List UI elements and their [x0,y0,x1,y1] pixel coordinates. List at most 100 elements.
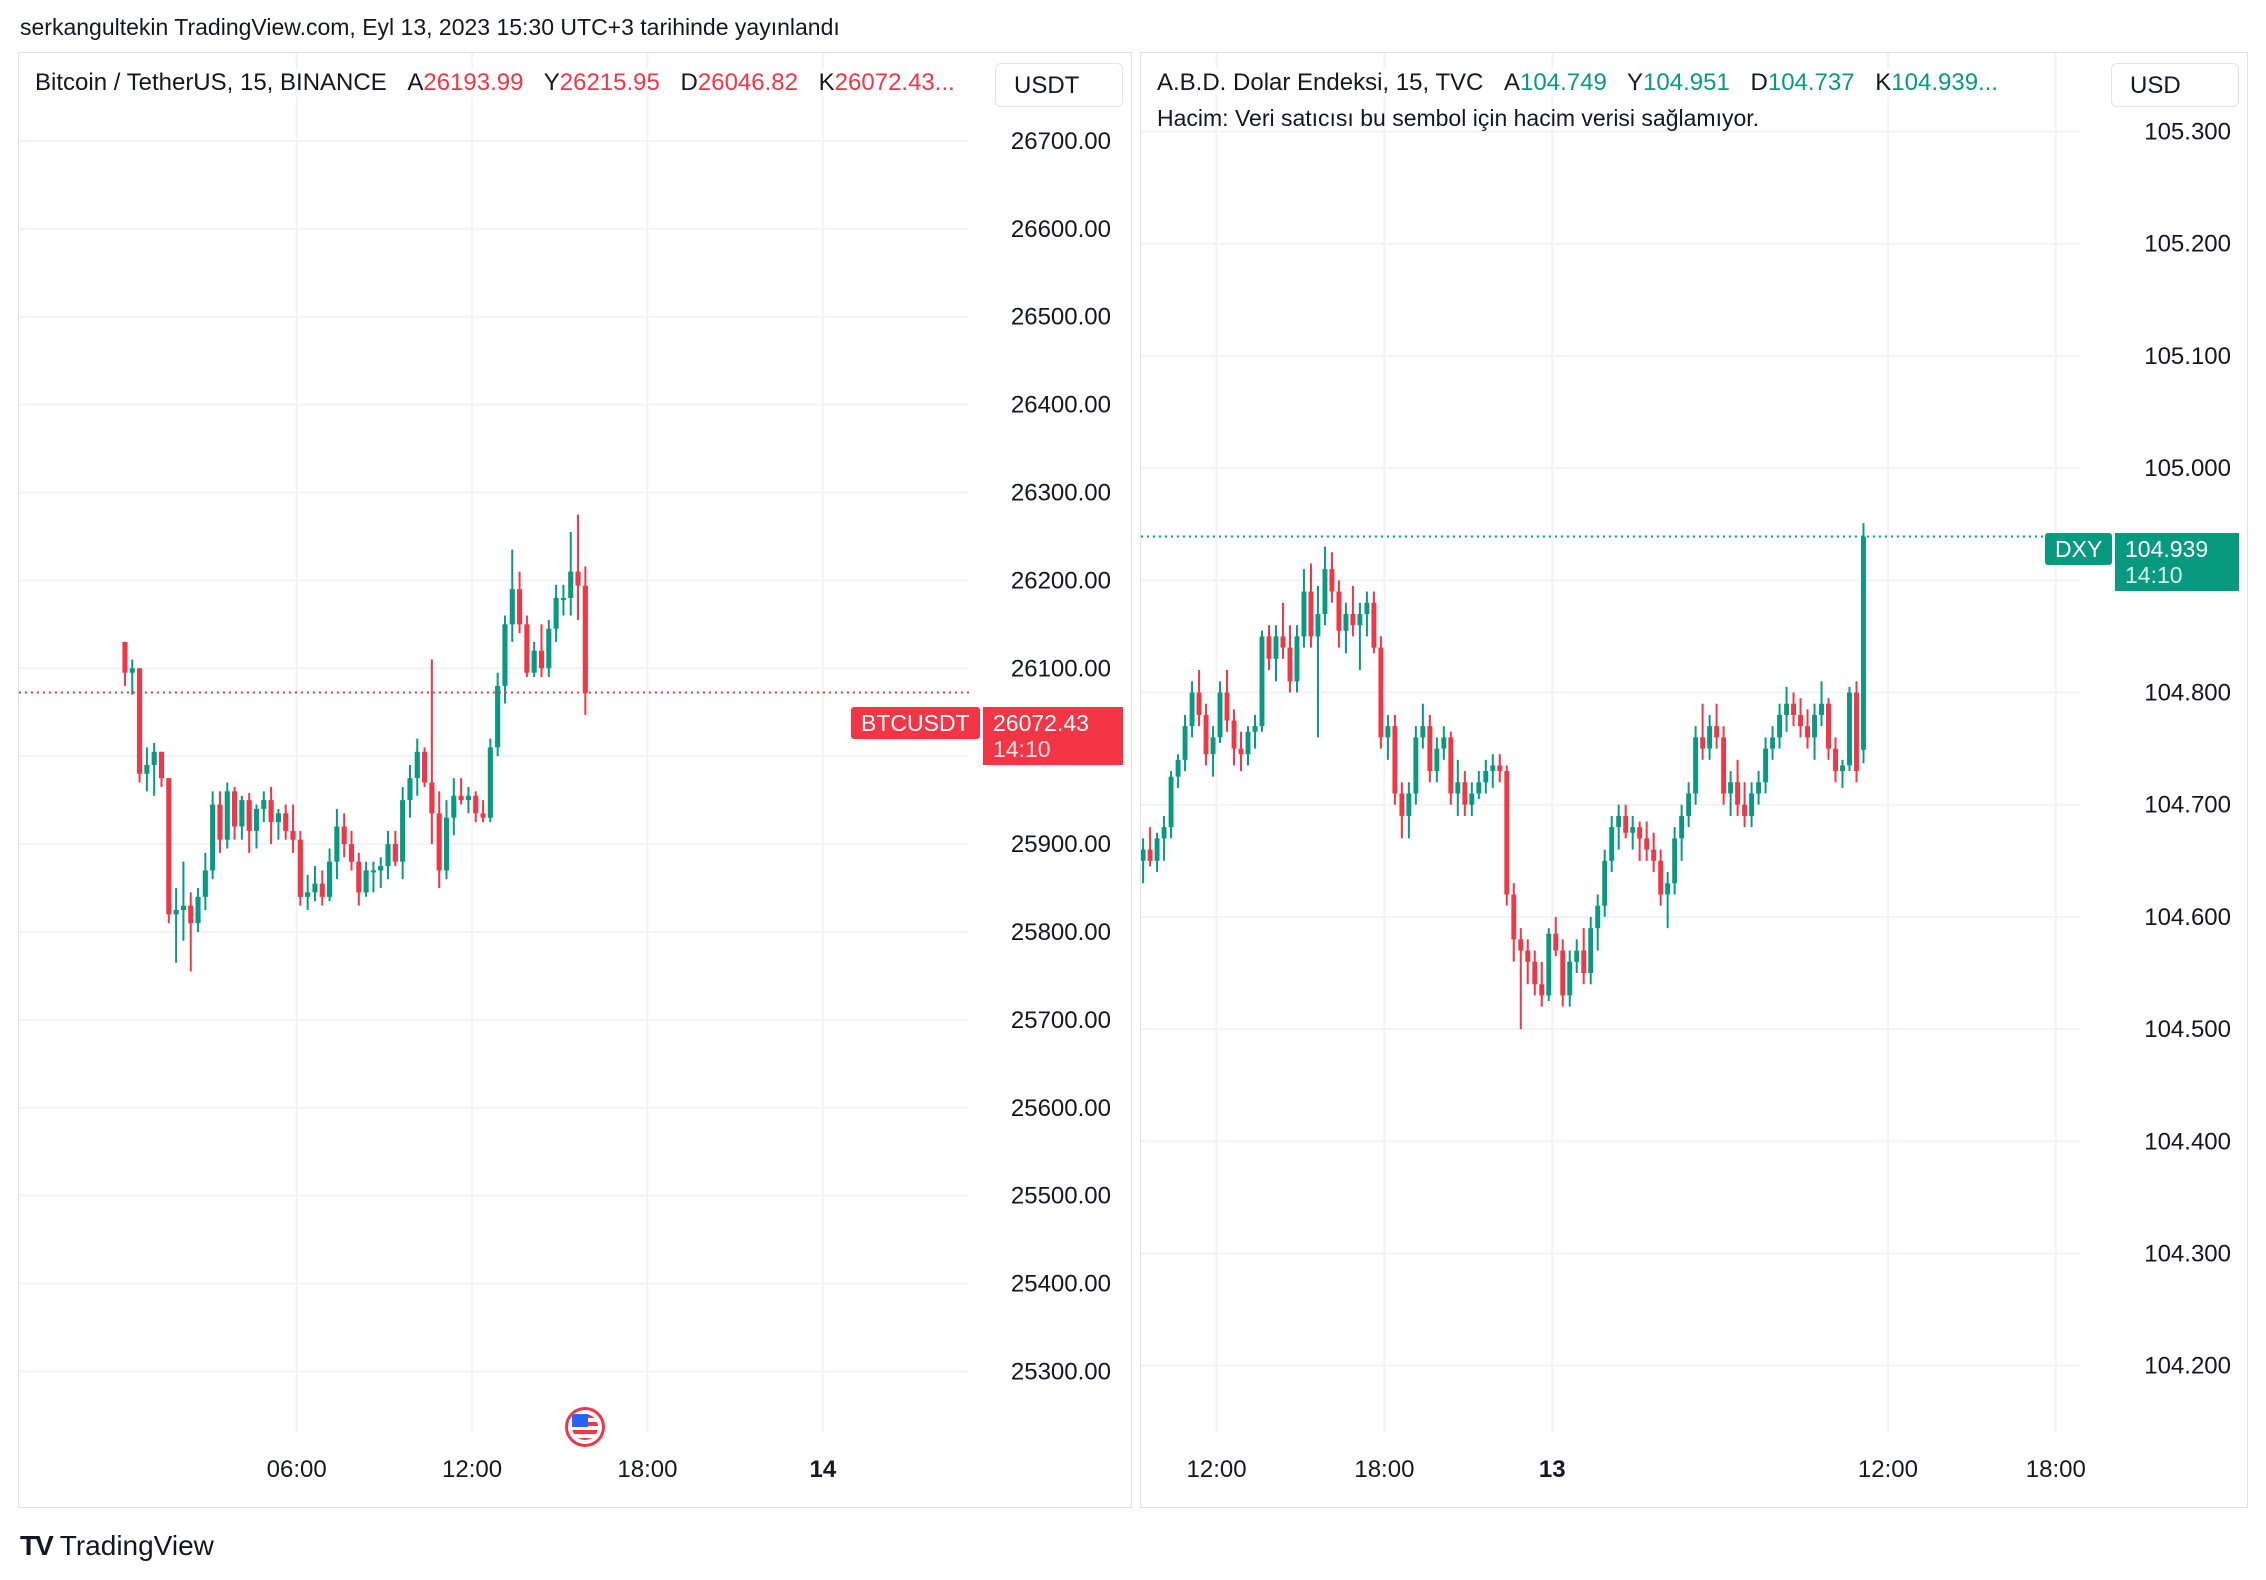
dxy-chart-svg[interactable]: 105.300105.200105.100105.000104.900104.8… [1141,53,2248,1508]
candle-body [1553,933,1559,951]
currency-button-usd[interactable]: USD [2111,63,2239,107]
candle-body [407,778,413,801]
candle-body [1371,602,1377,648]
candle-body [1756,782,1762,794]
btcusdt-chart-panel[interactable]: 26700.00 26600.00 26500.00 26400.00 26300.00… [18,52,1132,1508]
candle-body [1595,905,1601,929]
candle-body [239,800,245,827]
y-tick-label: 105.200 [2144,231,2231,258]
candle-body [1231,720,1237,749]
candle-body [1490,765,1496,772]
candle-body [312,883,318,893]
candle-body [1168,776,1174,828]
candle-body [1483,771,1489,783]
dxy-last-price: 104.939 [2125,536,2209,562]
candle-body [1238,748,1244,755]
dxy-chart-panel[interactable]: 105.300105.200105.100105.000104.900104.8… [1140,52,2248,1508]
y-tick-label: 26600.00 [1011,216,1111,243]
btcusdt-ohlc: A26193.99 Y26215.95 D26046.82 K26072.43.… [393,69,968,96]
candle-body [1826,703,1831,749]
candle-body [553,597,559,629]
candle-body [1511,894,1517,940]
ohlc-label-open: A [407,69,424,96]
candle-body [1189,692,1195,727]
y-tick-label: 104.600 [2144,904,2231,931]
candle-body [151,751,157,765]
ohlc-value-open: 26193.99 [423,69,524,96]
candle-body [1840,765,1845,772]
candle-body [173,910,179,915]
candle-body [217,804,223,840]
candle-body [348,844,355,862]
candle-body [1651,849,1657,861]
candle-body [1539,984,1545,996]
candle-body [370,870,376,873]
volume-note: Hacim: Veri satıcısı bu sembol için haci… [1157,105,1760,131]
candle-body [1476,782,1482,794]
dxy-countdown: 14:10 [2125,562,2183,588]
tradingview-logo-icon: TV [20,1530,54,1561]
ohlc-label-close: K [1875,69,1892,96]
candle-body [129,668,135,673]
candle-body [1441,737,1447,749]
ohlc-label-close: K [818,69,835,96]
candle-body [1301,591,1307,637]
ohlc-value-high: 104.951 [1643,69,1730,96]
candle-body [1462,782,1468,805]
us-flag-icon[interactable] [565,1407,605,1447]
candle-body [1609,827,1615,861]
candle-body [502,624,508,686]
candle-body [1518,939,1524,951]
x-tick-label: 12:00 [1858,1456,1918,1483]
ohlc-label-open: A [1504,69,1521,96]
candle-body [1630,827,1636,833]
y-tick-label: 26300.00 [1011,479,1111,506]
candle-body [1392,726,1398,794]
candle-body [1294,636,1300,682]
currency-button-usdt[interactable]: USDT [995,63,1123,107]
y-tick-label: 105.100 [2144,343,2231,370]
candle-body [1749,793,1755,816]
candle-body [1637,827,1643,839]
y-tick-label: 25500.00 [1011,1183,1111,1210]
y-tick-label: 26200.00 [1011,567,1111,594]
ohlc-label-low: D [680,69,698,96]
candle-body [1784,703,1789,715]
y-tick-label: 104.800 [2144,680,2231,707]
candle-body [232,791,238,827]
candle-body [1574,950,1580,962]
y-tick-label: 104.400 [2144,1128,2231,1155]
candle-body [1343,613,1349,631]
candle-body [1693,737,1699,794]
candle-body [1161,827,1167,839]
candle-body [144,764,150,774]
candle-body [1434,748,1440,772]
candle-body [1385,726,1391,738]
btcusdt-chart-svg[interactable]: 26700.00 26600.00 26500.00 26400.00 26300.00… [19,53,1132,1508]
footer-brand: TV TradingView [20,1530,214,1562]
y-tick-label: 26100.00 [1011,655,1111,682]
candle-body [1679,815,1685,839]
x-tick-label: 14 [809,1456,836,1483]
y-tick-label: 26700.00 [1011,128,1111,155]
candle-body [1721,737,1727,794]
ohlc-label-high: Y [1627,69,1644,96]
candle-body [1469,793,1475,805]
candle-body [1686,793,1692,816]
candle-body [1420,726,1426,738]
candle-body [1322,569,1328,614]
y-tick-label: 26500.00 [1011,304,1111,331]
candle-body [1672,838,1678,884]
candle-body [1602,860,1608,906]
candle-body [1245,731,1251,755]
candle-body [137,668,143,774]
candle-body [517,589,523,625]
candle-body [487,747,493,818]
candle-body [1504,771,1510,895]
candle-body [297,839,303,897]
publish-header: serkangultekin TradingView.com, Eyl 13, … [20,14,840,40]
candle-body [1854,692,1859,772]
y-tick-label: 104.500 [2144,1016,2231,1043]
candle-body [560,597,566,600]
candle-body [1141,849,1146,861]
